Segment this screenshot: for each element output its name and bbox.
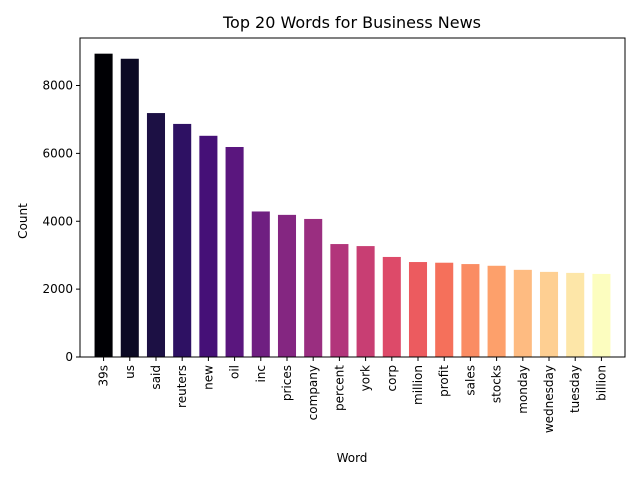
bar-million bbox=[408, 261, 428, 358]
x-tick-label: percent bbox=[332, 365, 346, 411]
x-tick-label: corp bbox=[385, 365, 399, 392]
bar-series bbox=[93, 52, 612, 358]
x-tick-label: 39s bbox=[97, 365, 111, 387]
bar-sales bbox=[460, 263, 481, 358]
bar-inc bbox=[250, 210, 271, 358]
x-axis-label: Word bbox=[337, 451, 368, 465]
y-axis: 0 2000 4000 6000 8000 bbox=[42, 79, 80, 364]
bar-new bbox=[198, 134, 219, 358]
y-tick-label: 8000 bbox=[42, 79, 73, 93]
x-axis: 39s us said reuters new oil inc prices company pe… bbox=[97, 357, 608, 433]
bar-tuesday bbox=[565, 272, 586, 358]
bar-york bbox=[355, 245, 376, 358]
x-tick-label: new bbox=[201, 365, 215, 390]
x-tick-label: monday bbox=[516, 365, 530, 414]
x-tick-label: tuesday bbox=[568, 365, 582, 413]
x-tick-label: sales bbox=[463, 365, 477, 396]
x-tick-label: billion bbox=[594, 365, 608, 401]
chart-title: Top 20 Words for Business News bbox=[222, 13, 481, 32]
x-tick-label: wednesday bbox=[542, 365, 556, 433]
bar-39s bbox=[93, 52, 114, 358]
bar-profit bbox=[434, 261, 455, 358]
x-tick-label: profit bbox=[437, 365, 451, 397]
x-tick-label: us bbox=[123, 365, 137, 379]
bar-stocks bbox=[486, 264, 507, 358]
x-tick-label: oil bbox=[228, 365, 242, 379]
y-axis-label: Count bbox=[16, 203, 30, 239]
bar-prices bbox=[277, 214, 297, 358]
y-tick-label: 4000 bbox=[42, 214, 73, 228]
y-tick-label: 6000 bbox=[42, 146, 73, 160]
x-tick-label: company bbox=[306, 365, 320, 420]
bar-billion bbox=[591, 273, 612, 358]
bar-percent bbox=[329, 243, 350, 358]
x-tick-label: stocks bbox=[490, 365, 504, 403]
bar-monday bbox=[512, 269, 533, 358]
plot-frame bbox=[79, 37, 626, 358]
bar-corp bbox=[381, 256, 402, 358]
bar-said bbox=[146, 112, 166, 358]
x-tick-label: said bbox=[149, 365, 163, 390]
bar-reuters bbox=[172, 123, 193, 358]
bar-oil bbox=[224, 146, 245, 358]
y-tick-label: 0 bbox=[65, 350, 73, 364]
bar-company bbox=[303, 218, 324, 358]
bar-us bbox=[119, 57, 140, 358]
x-tick-label: reuters bbox=[175, 365, 189, 408]
bar-wednesday bbox=[539, 271, 559, 358]
y-tick-label: 2000 bbox=[42, 282, 73, 296]
x-tick-label: prices bbox=[280, 365, 294, 401]
x-tick-label: inc bbox=[254, 365, 268, 383]
x-tick-label: million bbox=[411, 365, 425, 405]
x-tick-label: york bbox=[359, 365, 373, 391]
